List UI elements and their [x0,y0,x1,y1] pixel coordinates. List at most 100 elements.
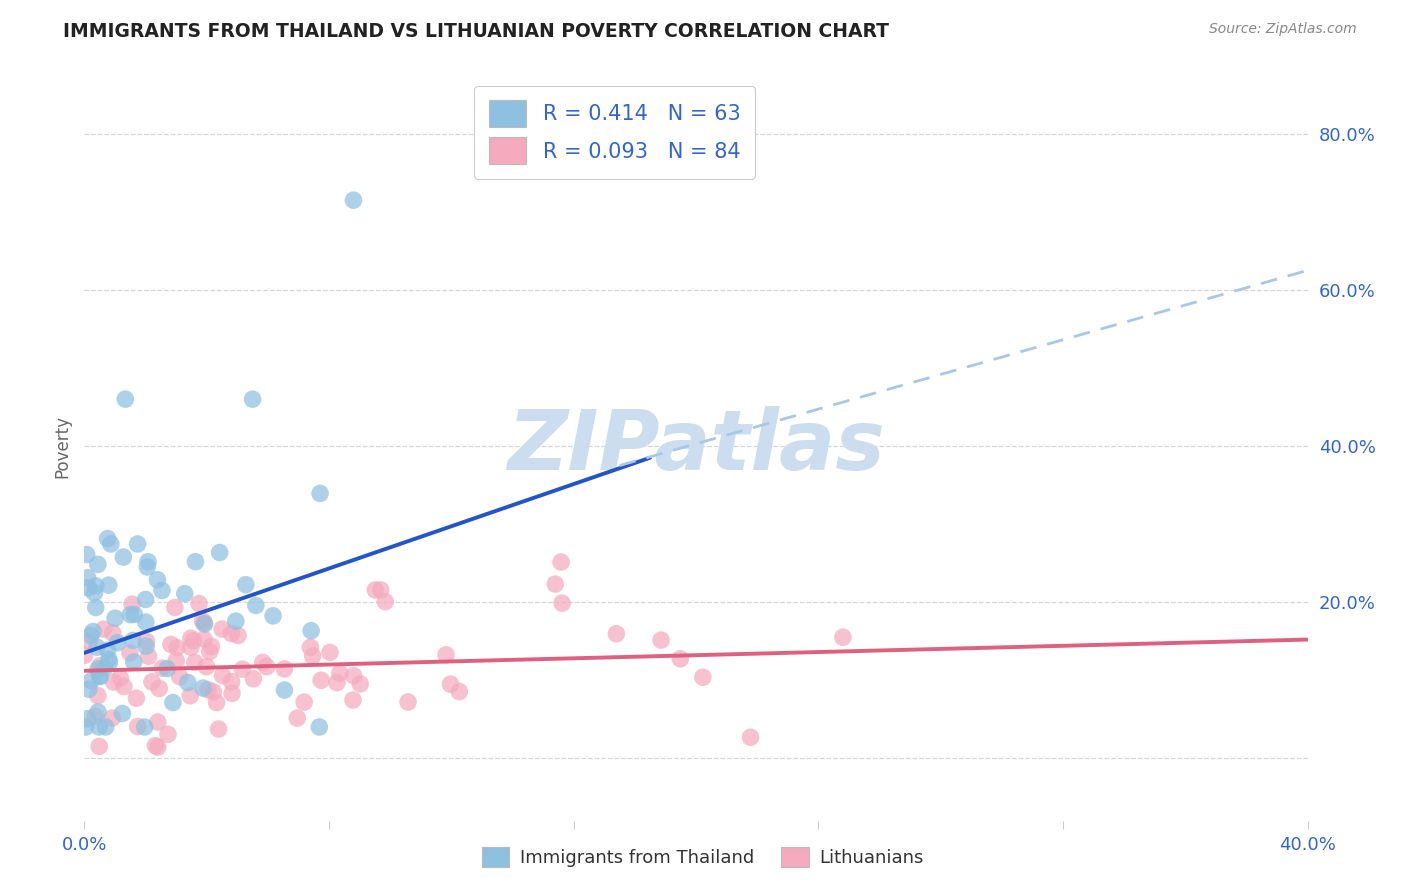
Point [75,720,97,734]
Point [148,681,170,696]
Point [101,711,124,725]
Text: IMMIGRANTS FROM THAILAND VS LITHUANIAN POVERTY CORRELATION CHART: IMMIGRANTS FROM THAILAND VS LITHUANIAN P… [63,22,889,41]
Point [150,661,173,675]
Point [107,636,129,650]
Point [156,662,179,676]
Text: Source: ZipAtlas.com: Source: ZipAtlas.com [1209,22,1357,37]
Point [225,614,247,628]
Point [138,649,160,664]
Point [76,548,98,562]
Point [141,674,163,689]
Text: ZIPatlas: ZIPatlas [508,406,884,486]
Point [326,675,349,690]
Point [98,656,121,670]
Point [396,695,419,709]
Point [242,392,264,407]
Y-axis label: Poverty: Poverty [53,415,72,477]
Point [120,607,142,622]
Point [200,640,222,654]
Point [134,720,156,734]
Point [256,659,278,673]
Point [86,640,108,654]
Point [221,686,243,700]
Point [285,711,308,725]
Point [226,628,249,642]
Point [242,672,264,686]
Point [364,582,387,597]
Point [273,662,295,676]
Point [103,675,125,690]
Point [370,582,392,597]
Point [82,624,104,639]
Point [111,706,134,721]
Point [87,662,110,676]
Point [104,611,127,625]
Point [112,550,135,565]
Point [299,640,322,655]
Point [319,645,342,659]
Point [740,730,762,744]
Point [197,682,219,697]
Point [165,654,187,668]
Point [183,633,205,648]
Point [79,634,101,648]
Point [93,622,115,636]
Point [135,615,157,629]
Point [301,648,323,663]
Point [125,691,148,706]
Point [80,673,103,688]
Legend: R = 0.414   N = 63, R = 0.093   N = 84: R = 0.414 N = 63, R = 0.093 N = 84 [474,86,755,178]
Point [179,689,201,703]
Point [191,681,214,695]
Point [221,626,243,640]
Point [146,740,169,755]
Point [124,607,146,622]
Point [96,643,118,657]
Point [550,555,572,569]
Point [180,632,202,646]
Point [114,392,136,406]
Point [146,573,169,587]
Point [252,656,274,670]
Point [292,695,315,709]
Point [245,599,267,613]
Point [110,671,132,685]
Point [188,597,211,611]
Point [79,628,101,642]
Point [135,634,157,648]
Point [77,581,100,595]
Point [157,727,180,741]
Point [112,680,135,694]
Point [93,661,115,675]
Point [136,555,159,569]
Point [84,579,107,593]
Point [309,486,332,500]
Point [342,193,364,207]
Point [692,670,714,684]
Point [231,662,253,676]
Point [84,709,107,723]
Point [162,696,184,710]
Point [193,632,215,647]
Point [202,685,225,699]
Point [150,583,173,598]
Point [544,577,567,591]
Point [100,537,122,551]
Point [135,592,157,607]
Point [832,630,855,644]
Point [309,673,332,688]
Point [349,677,371,691]
Point [211,668,233,682]
Point [205,696,228,710]
Point [97,652,120,666]
Point [166,640,188,655]
Point [669,652,692,666]
Point [193,615,215,630]
Point [177,675,200,690]
Point [89,658,111,673]
Point [191,614,214,628]
Point [77,682,100,697]
Point [83,586,105,600]
Point [97,532,120,546]
Point [235,577,257,591]
